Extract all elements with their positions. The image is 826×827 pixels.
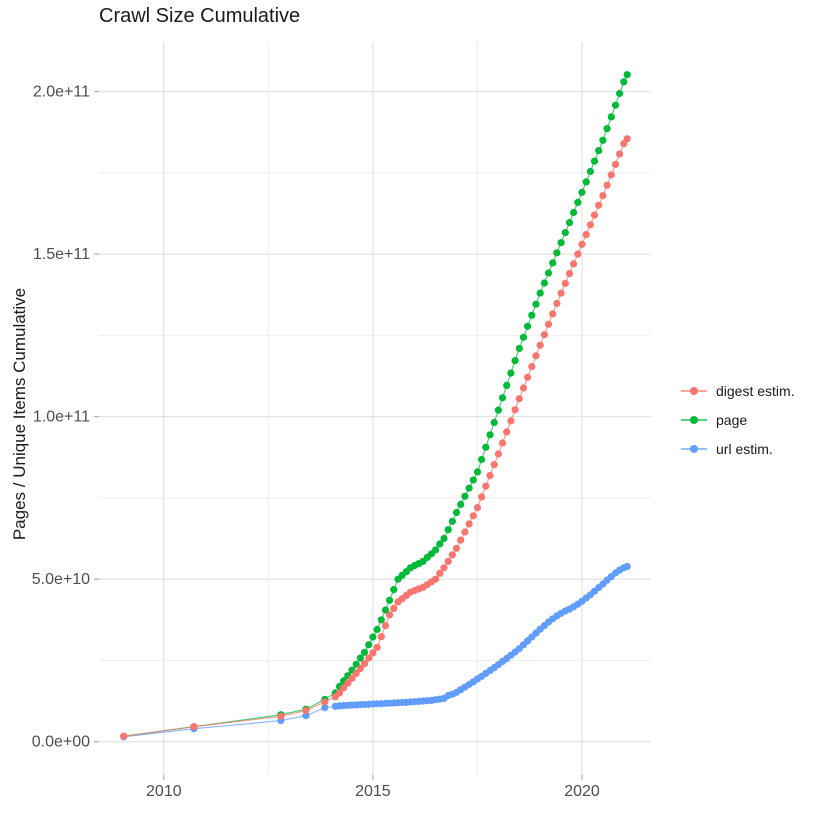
series-url-estim	[120, 562, 631, 741]
x-tick-label: 2015	[355, 783, 391, 800]
legend-label: digest estim.	[716, 382, 795, 399]
x-tick-label: 2020	[564, 783, 600, 800]
legend-item-digest-estim: digest estim.	[680, 381, 795, 400]
legend-item-url-estim: url estim.	[680, 439, 795, 458]
legend-item-page: page	[680, 410, 795, 429]
legend-point-icon	[690, 415, 698, 424]
legend-label: page	[716, 411, 748, 428]
series-page	[120, 71, 631, 740]
legend-key	[680, 439, 708, 458]
legend-label: url estim.	[716, 440, 773, 457]
y-tick-label: 1.5e+11	[33, 246, 90, 263]
gridlines-major	[99, 42, 651, 775]
legend-key	[680, 381, 708, 400]
series-digest-estim	[120, 135, 631, 740]
y-tick-label: 1.0e+11	[33, 409, 90, 426]
legend-point-icon	[690, 386, 698, 395]
gridlines-minor	[99, 42, 651, 775]
legend-key	[680, 410, 708, 429]
axis-ticks	[94, 90, 583, 780]
y-tick-label: 0.0e+00	[32, 734, 90, 751]
y-tick-label: 5.0e+10	[32, 571, 90, 588]
x-tick-label: 2010	[146, 783, 182, 800]
legend-point-icon	[690, 444, 698, 453]
y-tick-label: 2.0e+11	[33, 84, 90, 101]
plot-title: Crawl Size Cumulative	[99, 5, 301, 27]
legend: digest estim. page url estim.	[680, 381, 795, 468]
y-axis-title: Pages / Unique Items Cumulative	[10, 287, 29, 541]
axis-tick-labels: 2010 2015 2020 0.0e+00 5.0e+10 1.0e+11 1.5e+11…	[32, 84, 600, 800]
